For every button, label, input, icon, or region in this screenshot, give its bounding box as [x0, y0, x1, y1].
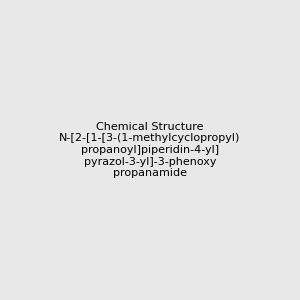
Text: Chemical Structure
N-[2-[1-[3-(1-methylcyclopropyl)
propanoyl]piperidin-4-yl]
py: Chemical Structure N-[2-[1-[3-(1-methylc…	[59, 122, 241, 178]
